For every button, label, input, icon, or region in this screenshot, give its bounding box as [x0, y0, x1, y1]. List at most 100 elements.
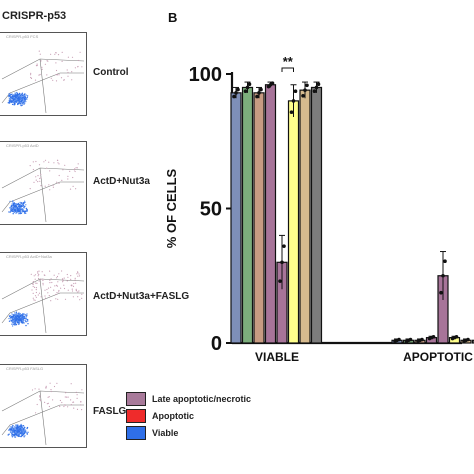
cell-dot [58, 74, 60, 76]
flow-plot-caption: CRISPR-p53 ActD+Nut3a [6, 254, 52, 259]
cell-dot [37, 271, 39, 273]
cell-dot [45, 387, 47, 389]
panel-b-letter: B [168, 10, 178, 25]
cell-dot [7, 102, 9, 104]
cell-dot [21, 319, 23, 321]
cell-dot [14, 94, 16, 96]
cell-dot [56, 285, 59, 287]
data-point [270, 81, 275, 85]
bar [471, 339, 474, 344]
flow-plot-control [0, 32, 87, 116]
cell-dot [14, 315, 17, 318]
cell-dot [9, 318, 12, 320]
cell-dot [44, 401, 46, 403]
legend-swatch [126, 392, 146, 406]
cell-dot [20, 102, 22, 105]
cell-dot [24, 210, 26, 212]
cell-dot [13, 323, 15, 326]
gate-line [1, 72, 84, 104]
cell-dot [62, 279, 64, 281]
cell-dot [40, 400, 42, 402]
cell-dot [75, 290, 77, 292]
cell-dot [11, 320, 13, 323]
cell-dot [67, 71, 69, 74]
flow-plot-control-graphic [1, 50, 85, 114]
cell-dot [43, 274, 45, 276]
cell-dot [14, 322, 16, 324]
cell-dot [64, 404, 66, 406]
cell-dot [39, 177, 41, 180]
data-point [301, 93, 305, 98]
cell-dot [38, 50, 40, 52]
cell-dot [38, 388, 40, 390]
cell-dot [22, 318, 25, 320]
cell-dot [58, 291, 60, 293]
data-point [397, 337, 401, 342]
cell-dot [74, 168, 76, 170]
cell-dot [67, 406, 69, 408]
cell-dot [15, 212, 17, 214]
cell-dot [81, 389, 83, 391]
cell-dot [13, 435, 15, 437]
cell-dot [76, 394, 78, 396]
cell-dot [58, 273, 60, 275]
cell-dot [15, 98, 17, 100]
cell-dot [53, 274, 55, 276]
cell-dot [26, 433, 28, 435]
cell-dot [23, 202, 25, 205]
gate-line [1, 181, 84, 213]
cell-dot [47, 396, 49, 398]
cell-dot [25, 94, 27, 96]
cell-dot [38, 292, 41, 294]
cell-dot [72, 176, 74, 179]
cell-dot [30, 72, 32, 74]
cell-dot [14, 102, 16, 105]
cell-dot [62, 169, 64, 171]
cell-dot [61, 270, 63, 272]
cell-dot [18, 213, 20, 215]
flow-plot-actd-nut3a-faslg-graphic [1, 270, 85, 334]
cell-dot [10, 93, 12, 96]
cell-dot [20, 318, 22, 321]
cell-dot [58, 182, 60, 184]
cell-dot [58, 289, 60, 292]
cell-dot [21, 202, 23, 204]
cell-dot [18, 322, 20, 325]
cell-dot [23, 102, 25, 104]
cell-dot [44, 63, 47, 65]
cell-dot [33, 299, 35, 301]
cell-dot [16, 101, 19, 103]
cell-dot [50, 389, 52, 391]
cell-dot [41, 271, 43, 273]
cell-dot [62, 280, 64, 282]
cell-dot [23, 97, 26, 100]
gate-line [39, 390, 47, 446]
flow-plot-faslg [0, 364, 87, 448]
cell-dot [16, 428, 18, 431]
cell-dot [20, 211, 22, 213]
cell-dot [64, 396, 66, 398]
cell-dot [9, 426, 11, 428]
bar [299, 89, 311, 344]
cell-dot [37, 175, 39, 177]
cell-dot [23, 436, 25, 438]
cell-dot [37, 275, 39, 277]
cell-dot [12, 317, 14, 319]
data-point [441, 273, 445, 278]
cell-dot [9, 211, 11, 213]
cell-dot [70, 404, 72, 406]
cell-dot [31, 289, 33, 291]
cell-dot [77, 66, 79, 68]
cell-dot [67, 289, 69, 291]
cell-dot [23, 313, 26, 315]
cell-dot [81, 297, 83, 299]
cell-dot [18, 93, 20, 95]
cell-dot [44, 289, 46, 291]
cell-dot [8, 96, 10, 98]
cell-dot [17, 434, 19, 436]
flow-plot-actd-nut3a [0, 141, 87, 225]
cell-dot [22, 95, 24, 97]
cell-dot [14, 99, 16, 102]
cell-dot [21, 102, 24, 104]
cell-dot [9, 427, 11, 430]
